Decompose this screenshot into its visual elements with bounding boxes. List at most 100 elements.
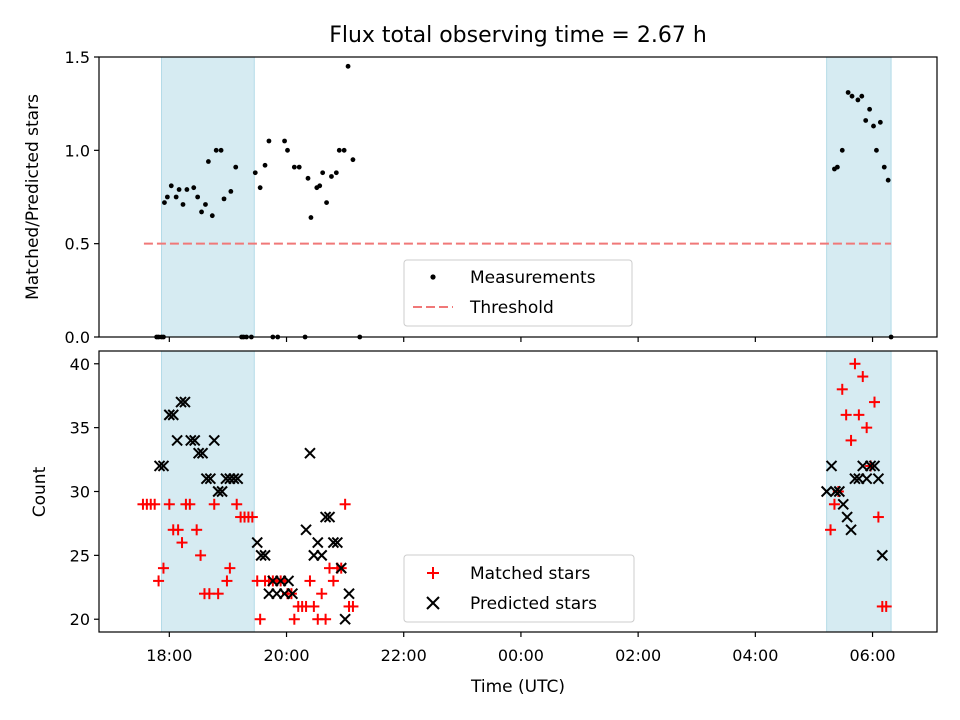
- chart-title: Flux total observing time = 2.67 h: [329, 23, 707, 48]
- bottom-legend: Matched stars Predicted stars: [403, 554, 635, 623]
- measurement-point: [877, 119, 883, 125]
- predicted-star-point: [327, 536, 340, 549]
- predicted-star-point: [315, 549, 328, 562]
- measurement-point: [213, 147, 219, 153]
- predicted-star-point: [849, 473, 861, 485]
- predicted-star-point: [833, 485, 846, 498]
- measurement-point: [173, 194, 179, 200]
- predicted-star-point: [335, 562, 347, 574]
- predicted-star-point: [286, 587, 299, 600]
- predicted-star-point: [312, 536, 324, 549]
- measurement-point: [845, 90, 851, 95]
- x-tick-label: 20:00: [263, 646, 309, 665]
- x-tick-label: 00:00: [498, 646, 544, 665]
- measurement-point: [881, 164, 887, 170]
- matched-star-point: [828, 498, 840, 510]
- shaded-region: [161, 350, 255, 633]
- y-tick-label: 25: [70, 546, 90, 565]
- measurement-point: [218, 147, 224, 153]
- predicted-star-points: [153, 396, 889, 625]
- y-tick-label: 1.5: [65, 48, 90, 67]
- y-tick-label: 0.0: [65, 328, 90, 347]
- matched-star-point: [872, 511, 884, 523]
- predicted-star-point: [282, 575, 295, 587]
- measurement-point: [180, 202, 186, 207]
- y-tick-label: 30: [70, 483, 90, 502]
- predicted-star-point: [323, 511, 336, 523]
- top-x-ticks: [168, 337, 874, 342]
- measurement-point: [162, 200, 167, 206]
- measurement-point: [252, 170, 258, 176]
- bottom-x-ticks: 18:00 20:00 22:00 00:00 02:00 04:00 06:00: [146, 632, 896, 665]
- measurement-point: [839, 147, 845, 153]
- matched-star-point: [316, 588, 328, 600]
- matched-star-points: [137, 358, 892, 625]
- matched-star-point: [157, 562, 169, 574]
- measurement-point: [228, 189, 234, 194]
- matched-star-point: [861, 422, 873, 434]
- top-panel: 0.0 0.5 1.0 1.5 Flux total observing time =…: [23, 23, 938, 347]
- matched-star-point: [163, 498, 175, 510]
- legend-label-predicted: Predicted stars: [470, 594, 597, 614]
- measurement-point: [195, 194, 201, 200]
- matched-star-point: [153, 575, 165, 587]
- predicted-star-point: [251, 536, 263, 549]
- predicted-star-point: [339, 613, 351, 625]
- predicted-star-point: [208, 434, 220, 447]
- measurement-point: [203, 202, 208, 207]
- y-tick-label: 1.0: [65, 141, 90, 160]
- matched-star-point: [176, 537, 188, 549]
- measurement-point: [262, 162, 268, 168]
- predicted-star-point: [829, 485, 842, 498]
- x-tick-label: 22:00: [381, 646, 427, 665]
- measurement-point: [291, 164, 297, 170]
- x-tick-label: 06:00: [849, 646, 895, 665]
- predicted-star-point: [876, 549, 889, 562]
- measurement-point: [333, 170, 339, 176]
- bottom-legend-box: [403, 554, 635, 623]
- predicted-star-point: [872, 473, 885, 485]
- legend-marker-matched: [427, 567, 439, 579]
- predicted-star-point: [343, 587, 355, 600]
- predicted-star-point: [331, 536, 344, 549]
- matched-star-point: [195, 549, 207, 561]
- predicted-star-point: [179, 396, 191, 408]
- x-axis-label: Time (UTC): [470, 677, 565, 697]
- predicted-star-point: [845, 524, 857, 536]
- measurement-point: [184, 187, 190, 192]
- measurement-point: [308, 215, 314, 220]
- matched-star-point: [208, 498, 220, 510]
- matched-star-point: [880, 600, 892, 612]
- predicted-star-point: [228, 473, 240, 485]
- predicted-star-point: [820, 485, 833, 498]
- measurement-point: [296, 164, 302, 170]
- matched-star-point: [246, 511, 258, 523]
- measurement-point: [345, 63, 351, 69]
- matched-star-point: [184, 498, 196, 510]
- measurement-point: [350, 157, 356, 163]
- matched-star-point: [221, 575, 233, 587]
- top-axes-frame: [98, 56, 938, 338]
- legend-label-measurements: Measurements: [470, 268, 596, 288]
- measurement-point: [285, 147, 290, 153]
- legend-marker-predicted: [426, 596, 440, 610]
- predicted-star-point: [163, 409, 176, 421]
- shaded-region: [826, 56, 892, 338]
- predicted-star-point: [319, 511, 332, 523]
- matched-star-point: [845, 434, 857, 446]
- measurement-point: [209, 213, 215, 219]
- matched-star-point: [308, 600, 320, 612]
- measurement-point: [874, 147, 879, 153]
- predicted-star-point: [259, 549, 271, 562]
- matched-star-point: [825, 524, 837, 536]
- measurement-point: [859, 93, 865, 99]
- matched-star-point: [339, 498, 351, 510]
- predicted-star-point: [171, 434, 183, 447]
- top-y-ticks: 0.0 0.5 1.0 1.5: [65, 48, 99, 347]
- measurement-point: [257, 185, 263, 191]
- y-tick-label: 35: [70, 419, 90, 438]
- predicted-star-point: [204, 473, 217, 485]
- bottom-y-axis-label: Count: [30, 466, 50, 517]
- matched-star-point: [191, 524, 203, 536]
